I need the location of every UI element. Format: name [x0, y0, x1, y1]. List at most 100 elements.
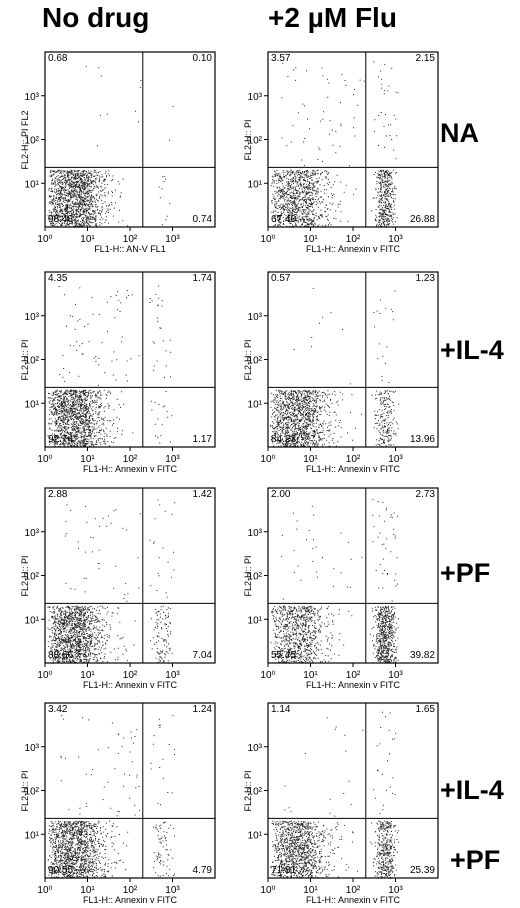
quadrant-value-lower-left: 71.81 [271, 865, 297, 876]
scatter-panel-7: 10⁰ 10¹ 10² 10³ 10¹ 10² 10³ FL2-H:: PI FL1-H:: A… [5, 698, 220, 908]
scatter-plot-svg: 10⁰ 10¹ 10² 10³ 10¹ 10² 10³ [248, 702, 439, 896]
y-tick-label: 10¹ [248, 830, 263, 841]
y-tick-label: 10² [248, 787, 263, 798]
y-tick-label: 10¹ [248, 399, 263, 410]
x-axis-label: FL1-H:: Annexin v FITC [305, 680, 401, 690]
event-dots-path [270, 711, 400, 879]
y-axis-label-text: FL2-H:: PI [20, 554, 30, 597]
x-axis-label: FL1-H:: AN-V FL1 [94, 244, 166, 254]
scatter-panel-6: 10⁰ 10¹ 10² 10³ 10¹ 10² 10³ FL2-H:: PI FL1-H:: A… [228, 483, 443, 693]
y-axis-label-text: FL2-H:: PI [20, 769, 30, 812]
x-tick-label: 10³ [165, 454, 180, 465]
event-dots-path [270, 61, 399, 228]
quadrant-value-lower-left: 67.40 [271, 214, 297, 225]
scatter-panel-3: 10⁰ 10¹ 10² 10³ 10¹ 10² 10³ FL2-H:: PI FL1-H:: A… [5, 267, 220, 477]
event-dots-path [270, 287, 400, 448]
x-tick-label: 10⁰ [260, 234, 275, 245]
scatter-plot-svg: 10⁰ 10¹ 10² 10³ 10¹ 10² 10³ [25, 702, 216, 896]
quadrant-value-lower-left: 92.74 [48, 434, 74, 445]
x-tick-label: 10¹ [80, 454, 95, 465]
y-tick-label: 10² [25, 787, 40, 798]
quadrant-value-lower-left: 98.48 [48, 214, 74, 225]
y-tick-label: 10³ [248, 92, 263, 103]
quadrant-value-upper-left: 0.68 [48, 53, 68, 64]
event-dots-path [47, 715, 175, 879]
y-tick-label: 10² [25, 572, 40, 583]
y-tick-label: 10¹ [25, 179, 40, 190]
quadrant-value-lower-right: 4.79 [192, 865, 212, 876]
y-axis-label-text: FL2-H:: PI FL2 [20, 109, 30, 170]
quadrant-value-upper-right: 2.15 [415, 53, 435, 64]
row-label-il4-combo: +IL-4 [440, 775, 504, 805]
row-label-pf-combo: +PF [450, 845, 501, 875]
x-tick-label: 10¹ [303, 885, 318, 896]
x-tick-label: 10⁰ [37, 885, 52, 896]
event-dots [47, 715, 175, 879]
event-dots-path [47, 499, 176, 664]
scatter-panel-5: 10⁰ 10¹ 10² 10³ 10¹ 10² 10³ FL2-H:: PI FL1-H:: A… [5, 483, 220, 693]
y-tick-label: 10³ [25, 92, 40, 103]
quadrant-value-upper-right: 1.65 [415, 704, 435, 715]
event-dots [270, 499, 399, 664]
x-tick-label: 10² [123, 885, 138, 896]
y-axis-label-text: FL2-H:: PI [243, 338, 253, 381]
quadrant-value-lower-right: 25.39 [409, 865, 435, 876]
quadrant-value-upper-right: 1.23 [415, 273, 435, 284]
column-header-no-drug: No drug [42, 2, 150, 33]
y-tick-label: 10² [25, 136, 40, 147]
quadrant-value-upper-left: 2.88 [48, 489, 68, 500]
quadrant-value-upper-left: 2.00 [271, 489, 291, 500]
x-tick-label: 10¹ [80, 885, 95, 896]
quadrant-value-upper-left: 3.57 [271, 53, 291, 64]
x-tick-label: 10¹ [303, 454, 318, 465]
quadrant-value-lower-left: 55.45 [271, 650, 297, 661]
x-axis-label: FL1-H:: Annexin v FITC [305, 895, 401, 905]
x-tick-label: 10³ [165, 670, 180, 681]
plot-frame [267, 51, 439, 228]
x-tick-label: 10² [346, 670, 361, 681]
scatter-panel-8: 10⁰ 10¹ 10² 10³ 10¹ 10² 10³ FL2-H:: PI FL1-H:: A… [228, 698, 443, 908]
x-tick-label: 10² [123, 670, 138, 681]
y-tick-label: 10³ [25, 528, 40, 539]
scatter-plot-svg: 10⁰ 10¹ 10² 10³ 10¹ 10² 10³ [25, 51, 216, 245]
event-dots [270, 61, 399, 228]
y-tick-label: 10³ [25, 743, 40, 754]
x-tick-label: 10³ [388, 234, 403, 245]
x-axis-label: FL1-H:: Annexin v FITC [82, 464, 178, 474]
quadrant-value-upper-right: 0.10 [192, 53, 212, 64]
x-tick-label: 10⁰ [260, 885, 275, 896]
y-tick-label: 10¹ [248, 615, 263, 626]
x-axis-label: FL1-H:: Annexin v FITC [82, 895, 178, 905]
x-tick-label: 10¹ [303, 670, 318, 681]
quadrant-value-upper-right: 1.24 [192, 704, 212, 715]
x-axis-label: FL1-H:: Annexin v FITC [305, 244, 401, 254]
y-axis-label-text: FL2-H:: PI [243, 554, 253, 597]
scatter-panel-4: 10⁰ 10¹ 10² 10³ 10¹ 10² 10³ FL2-H:: PI FL1-H:: A… [228, 267, 443, 477]
quadrant-value-lower-left: 84.23 [271, 434, 297, 445]
x-tick-label: 10⁰ [260, 670, 275, 681]
y-tick-label: 10³ [25, 312, 40, 323]
x-tick-label: 10³ [165, 885, 180, 896]
quadrant-value-lower-right: 1.17 [192, 434, 212, 445]
quadrant-value-upper-left: 0.57 [271, 273, 291, 284]
event-dots-path [47, 66, 174, 228]
scatter-panel-1: 10⁰ 10¹ 10² 10³ 10¹ 10² 10³ FL2-H:: PI FL2 FL1-H… [5, 47, 220, 257]
scatter-plot-svg: 10⁰ 10¹ 10² 10³ 10¹ 10² 10³ [248, 271, 439, 465]
x-axis-label: FL1-H:: Annexin v FITC [305, 464, 401, 474]
plot-frame [267, 702, 439, 879]
y-tick-label: 10¹ [25, 399, 40, 410]
x-tick-label: 10² [346, 454, 361, 465]
x-tick-label: 10² [346, 234, 361, 245]
scatter-panel-2: 10⁰ 10¹ 10² 10³ 10¹ 10² 10³ FL2-H:: PI FL1-H:: A… [228, 47, 443, 257]
row-label-pf: +PF [440, 558, 491, 588]
quadrant-value-upper-left: 1.14 [271, 704, 291, 715]
y-tick-label: 10² [248, 136, 263, 147]
event-dots [47, 499, 176, 664]
quadrant-value-lower-left: 88.66 [48, 650, 74, 661]
x-tick-label: 10³ [388, 670, 403, 681]
event-dots [270, 711, 400, 879]
x-tick-label: 10¹ [303, 234, 318, 245]
plot-frame [44, 702, 216, 879]
quadrant-value-upper-left: 3.42 [48, 704, 68, 715]
y-axis-label-text: FL2-H:: PI [20, 338, 30, 381]
